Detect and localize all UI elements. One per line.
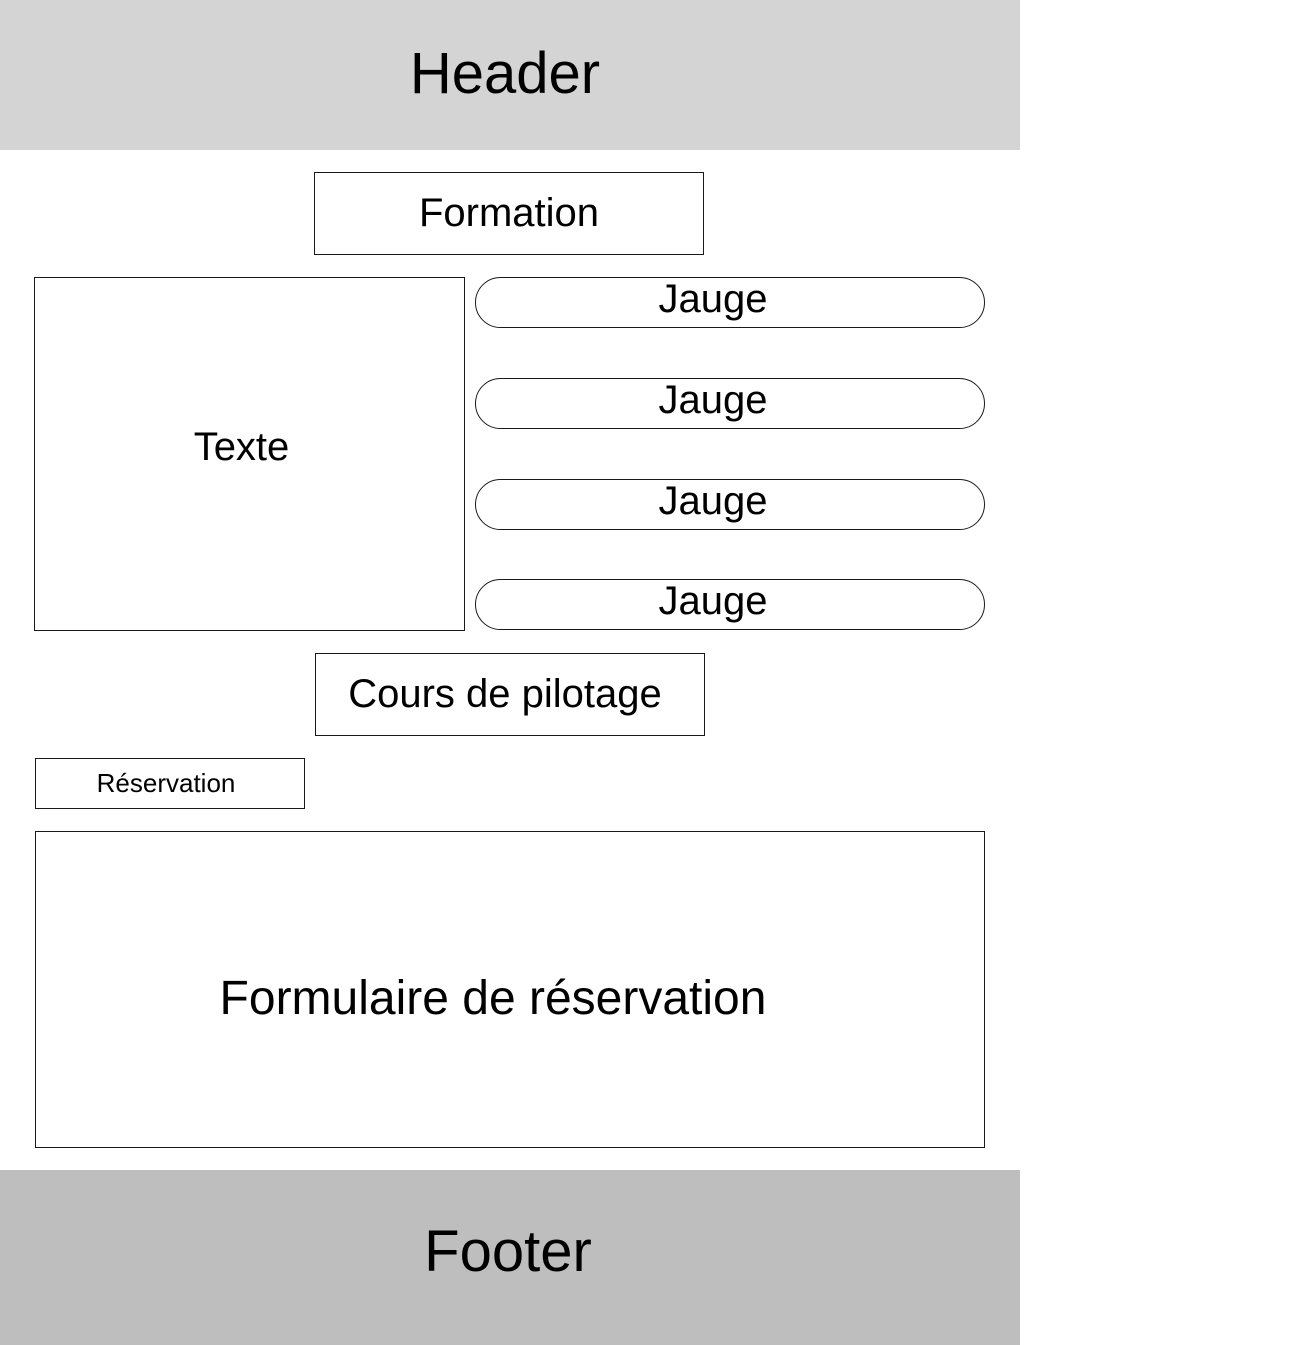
gauge-bar: Jauge xyxy=(475,277,985,328)
reservation-form[interactable]: Formulaire de réservation xyxy=(35,831,985,1148)
formation-label: Formation xyxy=(418,191,600,235)
reservation-label: Réservation xyxy=(96,768,236,798)
footer-block: Footer xyxy=(0,1170,1020,1345)
gauge-label: Jauge xyxy=(658,378,768,422)
cours-title-box: Cours de pilotage xyxy=(315,653,705,736)
header-label: Header xyxy=(409,40,601,106)
cours-label: Cours de pilotage xyxy=(348,672,662,716)
footer-label: Footer xyxy=(424,1219,592,1284)
gauge-label: Jauge xyxy=(658,479,768,523)
gauge-bar: Jauge xyxy=(475,579,985,630)
reservation-button[interactable]: Réservation xyxy=(35,758,305,809)
reservation-form-label: Formulaire de réservation xyxy=(219,972,767,1025)
gauge-bar: Jauge xyxy=(475,378,985,429)
text-block-label: Texte xyxy=(193,424,290,469)
formation-title-box: Formation xyxy=(314,172,704,255)
header-block: Header xyxy=(0,0,1020,150)
text-block: Texte xyxy=(34,277,465,631)
gauge-bar: Jauge xyxy=(475,479,985,530)
gauge-label: Jauge xyxy=(658,579,768,623)
gauge-label: Jauge xyxy=(658,277,768,321)
